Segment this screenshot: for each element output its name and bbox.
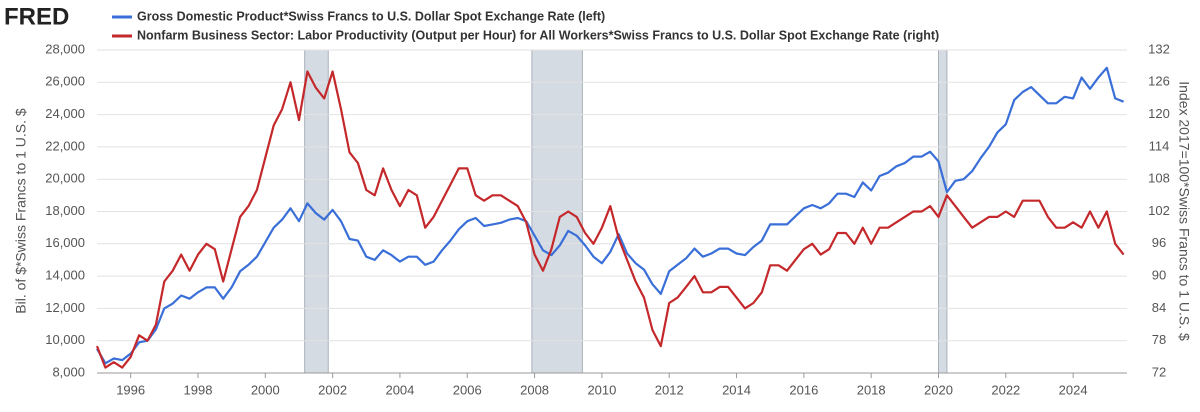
x-tick-label: 2016 xyxy=(789,382,818,397)
y2-tick-label: 120 xyxy=(1148,106,1170,121)
legend-label: Nonfarm Business Sector: Labor Productiv… xyxy=(137,28,939,42)
y2-tick-label: 72 xyxy=(1152,364,1166,379)
y2-tick-label: 84 xyxy=(1152,300,1166,315)
y2-tick-label: 78 xyxy=(1152,332,1166,347)
y2-tick-label: 90 xyxy=(1152,268,1166,283)
x-tick-label: 1998 xyxy=(184,382,213,397)
y-tick-label: 12,000 xyxy=(45,300,85,315)
x-tick-label: 2014 xyxy=(722,382,751,397)
y2-tick-label: 132 xyxy=(1148,41,1170,56)
x-tick-label: 2010 xyxy=(587,382,616,397)
y-tick-label: 8,000 xyxy=(52,364,85,379)
y2-tick-label: 108 xyxy=(1148,171,1170,186)
x-tick-label: 2006 xyxy=(453,382,482,397)
y-tick-label: 10,000 xyxy=(45,332,85,347)
x-tick-label: 1996 xyxy=(116,382,145,397)
y2-tick-label: 114 xyxy=(1149,138,1170,153)
y-tick-label: 14,000 xyxy=(45,268,85,283)
x-tick-label: 2020 xyxy=(924,382,953,397)
y2-tick-label: 102 xyxy=(1148,203,1170,218)
series-line xyxy=(95,70,1125,369)
x-tick-label: 2022 xyxy=(991,382,1020,397)
x-tick-label: 2024 xyxy=(1059,382,1088,397)
x-tick-label: 2018 xyxy=(857,382,886,397)
y-axis-title: Bil. of $*Swiss Francs to 1 U.S. $ xyxy=(13,108,29,314)
y-tick-label: 22,000 xyxy=(45,138,85,153)
y-tick-label: 28,000 xyxy=(45,41,85,56)
x-tick-label: 2012 xyxy=(655,382,684,397)
series-line xyxy=(96,66,1125,365)
legend-label: Gross Domestic Product*Swiss Francs to U… xyxy=(137,9,605,23)
y2-tick-label: 126 xyxy=(1148,74,1170,89)
y-tick-label: 24,000 xyxy=(45,106,85,121)
y-tick-label: 20,000 xyxy=(45,171,85,186)
y-tick-label: 16,000 xyxy=(45,235,85,250)
x-tick-label: 2004 xyxy=(385,382,414,397)
x-tick-label: 2002 xyxy=(318,382,347,397)
y-tick-label: 26,000 xyxy=(45,74,85,89)
y2-axis-title: Index 2017=100*Swiss Francs to 1 U.S. $ xyxy=(1176,81,1192,341)
x-tick-label: 2000 xyxy=(251,382,280,397)
x-tick-label: 2008 xyxy=(520,382,549,397)
y2-tick-label: 96 xyxy=(1152,235,1166,250)
logo: FRED xyxy=(4,3,69,30)
y-tick-label: 18,000 xyxy=(45,203,85,218)
